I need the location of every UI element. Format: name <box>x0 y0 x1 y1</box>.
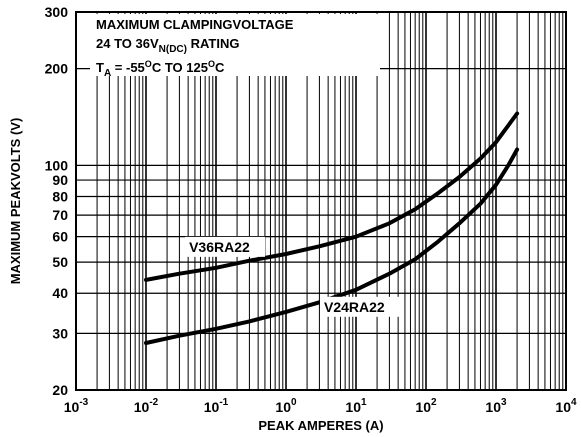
x-tick-label: 102 <box>415 397 437 415</box>
x-tick-base: 10 <box>345 399 361 415</box>
x-tick-exponent: 1 <box>361 397 367 408</box>
x-tick-base: 10 <box>485 399 501 415</box>
y-tick-label: 300 <box>45 4 69 20</box>
title-line-3-mid: = -55 <box>111 60 145 75</box>
y-tick-label: 80 <box>52 188 68 204</box>
y-tick-label: 200 <box>45 61 69 77</box>
y-tick-label: 60 <box>52 229 68 245</box>
x-tick-exponent: -2 <box>149 397 158 408</box>
y-tick-label: 100 <box>45 157 69 173</box>
y-tick-label: 20 <box>52 382 68 398</box>
x-axis-label: PEAK AMPERES (A) <box>258 418 383 433</box>
title-line-3-end: C <box>215 60 225 75</box>
x-tick-exponent: 0 <box>291 397 297 408</box>
x-tick-exponent: -3 <box>79 397 88 408</box>
title-line-3-t: T <box>96 60 104 75</box>
series-label-background <box>185 236 266 257</box>
degree-mark-1: O <box>145 59 152 69</box>
series-label: V24RA22 <box>324 299 385 315</box>
x-tick-exponent: -1 <box>219 397 228 408</box>
plot-frame <box>75 11 567 391</box>
degree-mark-2: O <box>208 59 215 69</box>
y-axis-label: MAXIMUM PEAKVOLTS (V) <box>8 118 23 285</box>
title-line-2-subscript: N(DC) <box>159 44 187 55</box>
x-tick-base: 10 <box>275 399 291 415</box>
title-line-3: TA = -55OC TO 125OC <box>96 59 225 79</box>
x-tick-label: 104 <box>555 397 577 415</box>
y-tick-label: 40 <box>52 285 68 301</box>
x-tick-label: 10-1 <box>204 397 229 415</box>
series-label: V36RA22 <box>189 239 250 255</box>
title-line-3-subscript: A <box>104 68 111 79</box>
title-line-2-tail: RATING <box>187 36 239 51</box>
x-tick-base: 10 <box>204 399 220 415</box>
x-tick-exponent: 2 <box>431 397 437 408</box>
x-tick-label: 100 <box>275 397 297 415</box>
series: V36RA22 V24RA22 <box>144 111 520 345</box>
series-line <box>144 111 520 282</box>
y-tick-label: 90 <box>52 172 68 188</box>
title-line-3-mid2: C TO 125 <box>152 60 208 75</box>
title-line-2-main: 24 TO 36V <box>96 36 159 51</box>
x-tick-exponent: 3 <box>501 397 507 408</box>
x-tick-label: 101 <box>345 397 367 415</box>
y-tick-label: 50 <box>52 254 68 270</box>
x-tick-base: 10 <box>134 399 150 415</box>
x-tick-base: 10 <box>64 399 80 415</box>
title-line-2: 24 TO 36VN(DC) RATING <box>96 36 239 55</box>
x-tick-exponent: 4 <box>571 397 577 408</box>
x-tick-label: 103 <box>485 397 507 415</box>
series-line <box>144 147 520 345</box>
title-background <box>90 14 380 76</box>
x-tick-base: 10 <box>555 399 571 415</box>
y-tick-label: 30 <box>52 325 68 341</box>
x-tick-base: 10 <box>415 399 431 415</box>
x-tick-label: 10-2 <box>134 397 159 415</box>
y-tick-label: 70 <box>52 207 68 223</box>
x-tick-label: 10-3 <box>64 397 89 415</box>
series-label-background <box>320 296 400 317</box>
chart-title: MAXIMUM CLAMPINGVOLTAGE 24 TO 36VN(DC) R… <box>90 14 380 79</box>
title-line-1: MAXIMUM CLAMPINGVOLTAGE <box>96 17 294 32</box>
